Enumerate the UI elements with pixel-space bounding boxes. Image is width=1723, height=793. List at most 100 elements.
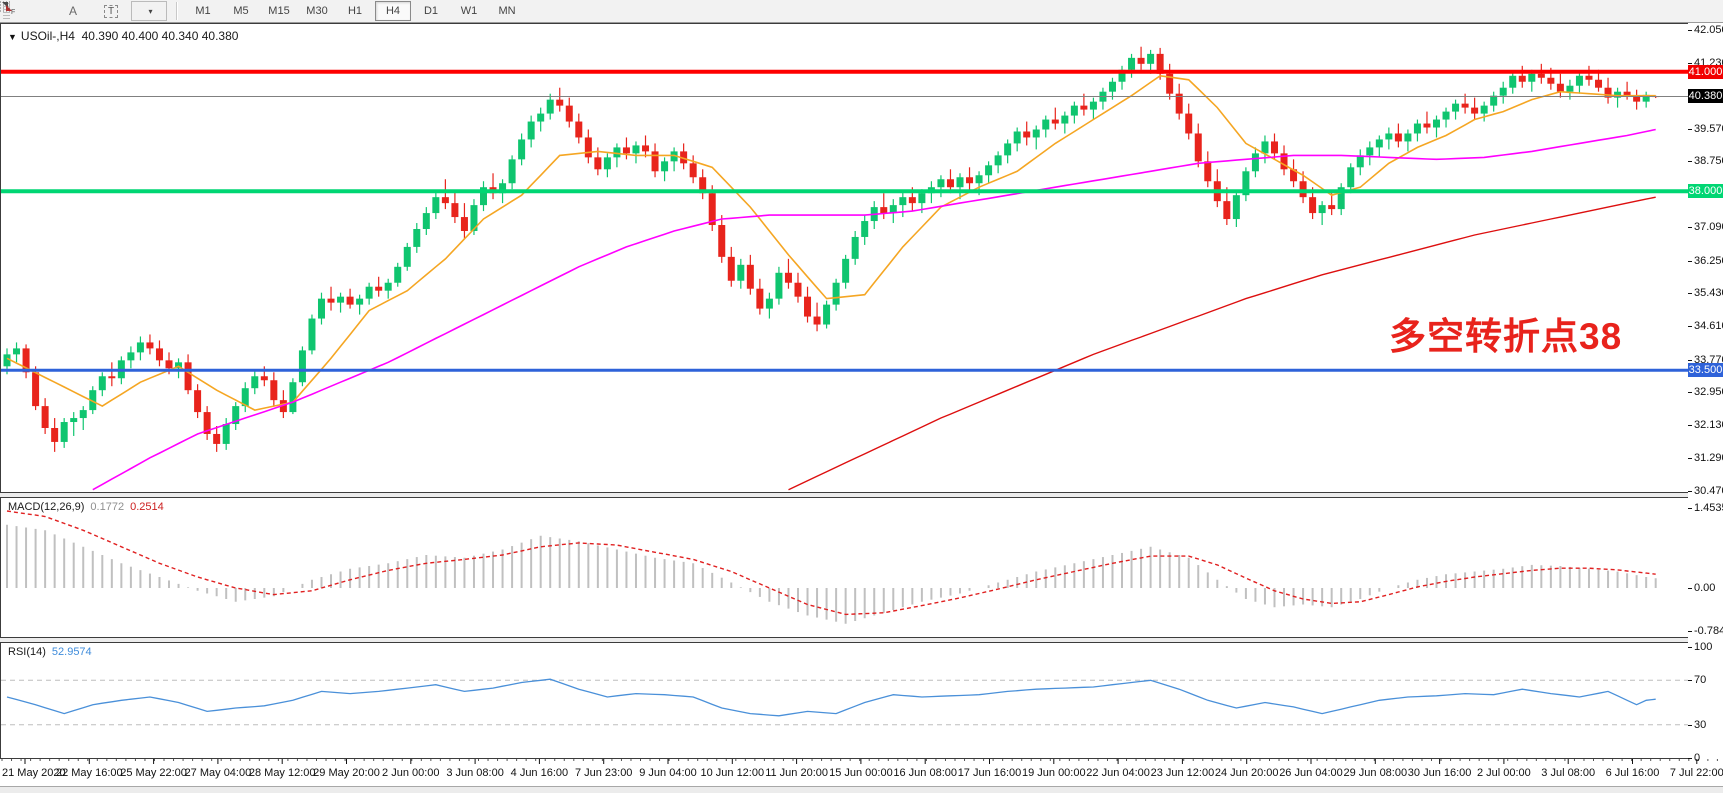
rsi-name: RSI(14) (8, 646, 46, 658)
candle-body (108, 376, 116, 379)
timeframe-button-m15[interactable]: M15 (268, 5, 290, 17)
time-axis-label: 3 Jul 08:00 (1541, 767, 1596, 779)
candle-body (689, 163, 697, 178)
axis-tick-label: 32.950 (1694, 386, 1723, 399)
time-axis-label: 30 Jun 16:00 (1407, 767, 1472, 779)
axis-tick-label: 34.610 (1694, 320, 1723, 333)
timeframe-button-h1[interactable]: H1 (347, 5, 363, 17)
candle-body (1385, 133, 1393, 140)
time-axis-label: 6 Jul 16:00 (1605, 767, 1660, 779)
axis-tick-mark (1688, 161, 1692, 163)
candlestick-plot[interactable] (1, 24, 1723, 492)
candle-body (308, 318, 316, 351)
candle-body (1185, 113, 1193, 134)
candle-body (1013, 131, 1021, 144)
axis-tick-mark (1688, 326, 1692, 328)
main-chart-panel[interactable]: ▼ USOil-,H4 40.390 40.400 40.340 40.380 多… (0, 23, 1723, 493)
candle-body (1490, 95, 1498, 106)
candle-body (203, 412, 211, 434)
arrows-tool-button[interactable]: ▾ (2, 1, 167, 21)
candle-body (41, 406, 49, 428)
candle-body (3, 354, 11, 367)
text-label-icon: A (68, 4, 77, 18)
candle-body (222, 424, 230, 444)
candle-body (756, 288, 764, 309)
time-axis-label: 2 Jun 00:00 (382, 767, 440, 779)
axis-tick-label: 1.4535 (1694, 502, 1723, 515)
axis-tick-mark (1688, 260, 1692, 262)
candle-body (823, 304, 831, 325)
candle-body (1270, 141, 1278, 154)
candle-body (518, 139, 526, 160)
toolbar: F A T ▾ M1 M5 M15 M30 H1 H4 D1 W1 MN (0, 0, 1723, 23)
candle-body (441, 197, 449, 204)
macd-panel[interactable]: MACD(12,26,9) 0.1772 0.2514 (0, 497, 1723, 638)
time-axis-label: 7 Jun 23:00 (574, 767, 633, 779)
timeframe-button-w1[interactable]: W1 (460, 5, 478, 17)
time-axis-label: 22 Jun 04:00 (1086, 767, 1150, 779)
candle-body (1232, 195, 1240, 220)
candle-body (956, 177, 964, 188)
rsi-panel[interactable]: RSI(14) 52.9574 (0, 642, 1723, 759)
text-tool-button[interactable]: T (93, 1, 129, 21)
candle-body (1642, 94, 1650, 102)
candle-body (842, 258, 850, 283)
candle-body (813, 316, 821, 325)
axis-tick-mark (1688, 680, 1692, 682)
candle-body (622, 147, 630, 154)
rsi-value: 52.9574 (51, 646, 92, 658)
candle-body (1623, 91, 1631, 96)
candle-body (1328, 205, 1336, 210)
moving-average-line (6, 74, 1656, 411)
candle-body (298, 350, 306, 383)
candle-body (480, 187, 487, 206)
axis-tick-mark (1688, 588, 1692, 589)
candle-body (1471, 107, 1479, 114)
candle-body (365, 286, 373, 299)
candle-body (155, 348, 163, 361)
panel-splitter[interactable] (0, 493, 1723, 497)
candle-body (1413, 123, 1421, 134)
candle-body (861, 221, 869, 237)
timeframe-button-m5[interactable]: M5 (233, 5, 249, 17)
candle-body (89, 390, 97, 411)
candle-body (594, 157, 602, 170)
macd-plot[interactable] (1, 498, 1723, 637)
candle-body (1223, 201, 1231, 220)
fibonacci-tool-button[interactable]: F (0, 1, 53, 21)
axis-tick-label: 32.130 (1694, 418, 1723, 431)
chart-dropdown-icon[interactable]: ▼ (8, 32, 17, 42)
candle-body (1128, 57, 1136, 70)
time-axis-label: 2 Jul 00:00 (1476, 767, 1531, 779)
candle-body (1204, 161, 1212, 182)
timeframe-button-d1[interactable]: D1 (423, 5, 439, 17)
time-axis-label: 4 Jun 16:00 (510, 767, 569, 779)
axis-tick-label: 39.570 (1694, 122, 1723, 135)
candle-body (737, 264, 745, 281)
time-axis-label: 23 Jun 12:00 (1150, 767, 1215, 779)
candle-body (70, 418, 78, 423)
timeframe-button-mn[interactable]: MN (498, 5, 516, 17)
candle-body (327, 298, 335, 303)
candle-body (1023, 131, 1031, 138)
timeframe-button-m30[interactable]: M30 (306, 5, 328, 17)
axis-tick-label: 70 (1694, 674, 1707, 687)
axis-tick-mark (1688, 490, 1692, 492)
axis-tick-mark (1688, 647, 1692, 648)
candle-body (1194, 133, 1202, 162)
candle-body (1261, 141, 1269, 154)
timeframe-button-m1[interactable]: M1 (195, 5, 211, 17)
candle-body (556, 99, 564, 106)
text-label-tool-button[interactable]: A (55, 1, 91, 21)
panel-splitter[interactable] (0, 638, 1723, 642)
axis-tick-label: 31.290 (1694, 452, 1723, 465)
candle-body (194, 390, 202, 413)
rsi-label: RSI(14) 52.9574 (8, 646, 92, 658)
rsi-line (6, 678, 1656, 717)
time-axis-label: 3 Jun 08:00 (446, 767, 504, 779)
axis-tick-mark (1688, 631, 1692, 633)
timeframe-button-h4[interactable]: H4 (375, 1, 411, 21)
candle-body (708, 193, 716, 226)
candle-body (1547, 77, 1555, 84)
rsi-plot[interactable] (1, 643, 1723, 758)
